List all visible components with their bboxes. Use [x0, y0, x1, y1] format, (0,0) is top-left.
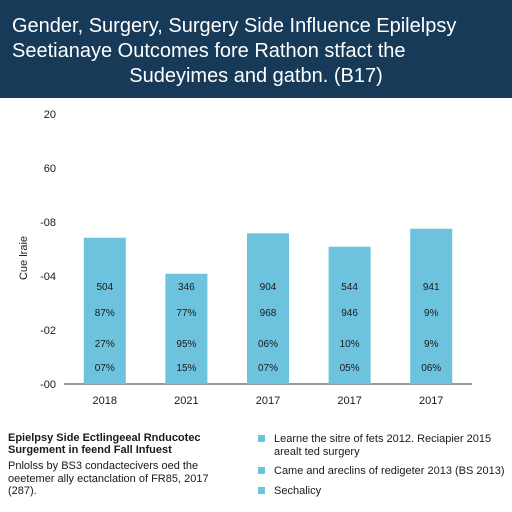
- note-item: Came and areclins of redigeter 2013 (BS …: [258, 465, 508, 478]
- data-table-cell: 06%: [421, 363, 441, 374]
- bar: [165, 273, 208, 384]
- footer-body-line-2: oeetemer ally ectanclation of FR85, 2017: [8, 472, 209, 485]
- y-axis-title: Cue lraie: [18, 236, 30, 280]
- data-table-cell: 07%: [258, 363, 278, 374]
- footer-source: Epielpsy Side Ectlingeeal Rnducotec Surg…: [8, 432, 248, 498]
- y-tick-label: -02: [40, 325, 56, 337]
- chart-title-line-1: Gender, Surgery, Surgery Side Influence …: [12, 15, 457, 37]
- chart-title-line-2: Seetianaye Outcomes fore Rathon stfact t…: [12, 40, 406, 62]
- data-table-cell: 346: [178, 282, 195, 293]
- x-tick-label: 2018: [93, 395, 117, 407]
- data-table-cell: 77%: [176, 308, 196, 319]
- bar: [410, 228, 453, 384]
- note-text: Learne the sitre of fets 2012. Reciapier…: [274, 433, 492, 458]
- footer-body-line-3: (287).: [8, 485, 37, 497]
- x-axis-labels: 2018 2021 2017 2017 2017: [93, 395, 444, 407]
- data-table-cell: 941: [423, 282, 440, 293]
- data-table-cell: 504: [96, 282, 113, 293]
- footer-heading-line-1: Epielpsy Side Ectlingeeal Rnducotec: [8, 432, 201, 444]
- footer-body: Pnlolss by BS3 condactecivers oed the oe…: [8, 460, 248, 498]
- bar-chart: 504 87% 27% 07% 346 77% 95% 15% 904 968 06% 07% 544 9…: [18, 109, 472, 407]
- data-table-cell: 968: [260, 308, 277, 319]
- x-tick-label: 2017: [419, 395, 443, 407]
- y-tick-label: -04: [40, 271, 56, 283]
- data-table-cell: 904: [260, 282, 277, 293]
- chart-data-table: 504 87% 27% 07% 346 77% 95% 15% 904 968 06% 07% 544 9…: [95, 282, 442, 374]
- bullet-square-icon: [258, 486, 265, 494]
- title-banner: Gender, Surgery, Surgery Side Influence …: [0, 0, 512, 98]
- note-item: Learne the sitre of fets 2012. Reciapier…: [258, 433, 508, 458]
- footer-notes: Learne the sitre of fets 2012. Reciapier…: [258, 433, 508, 504]
- footer-heading-line-2: Surgement in feend Fall Infuest: [8, 444, 172, 456]
- data-table-cell: 07%: [95, 363, 115, 374]
- data-table-cell: 87%: [95, 308, 115, 319]
- y-tick-label: -08: [40, 217, 56, 229]
- bar: [83, 237, 126, 384]
- x-tick-label: 2017: [256, 395, 280, 407]
- note-text: Sechalicy: [274, 484, 322, 497]
- data-table-cell: 06%: [258, 339, 278, 350]
- y-tick-label: 60: [44, 163, 56, 175]
- bullet-square-icon: [258, 467, 265, 474]
- bar: [247, 233, 289, 384]
- y-tick-label: -00: [40, 379, 56, 391]
- chart-title-line-3: Sudeyimes and gatbn. (B17): [129, 65, 383, 87]
- bullet-square-icon: [258, 435, 265, 442]
- y-tick-label: 20: [44, 109, 56, 121]
- bar: [328, 246, 371, 384]
- data-table-cell: 9%: [424, 339, 439, 350]
- data-table-cell: 544: [341, 282, 358, 293]
- note-text: Came and areclins of redigeter 2013 (BS …: [274, 465, 505, 477]
- data-table-cell: 27%: [95, 339, 115, 350]
- x-tick-label: 2021: [174, 395, 198, 407]
- note-item: Sechalicy: [258, 485, 508, 498]
- data-table-cell: 946: [341, 308, 358, 319]
- x-tick-label: 2017: [337, 395, 361, 407]
- data-table-cell: 9%: [424, 308, 439, 319]
- data-table-cell: 05%: [340, 363, 360, 374]
- footer-body-line-1: Pnlolss by BS3 condactecivers oed the: [8, 460, 199, 472]
- chart-bars: [83, 228, 453, 384]
- y-axis-labels: -00 -02 -04 -08 60 20: [40, 109, 56, 391]
- data-table-cell: 95%: [176, 339, 196, 350]
- data-table-cell: 15%: [176, 363, 196, 374]
- data-table-cell: 10%: [340, 339, 360, 350]
